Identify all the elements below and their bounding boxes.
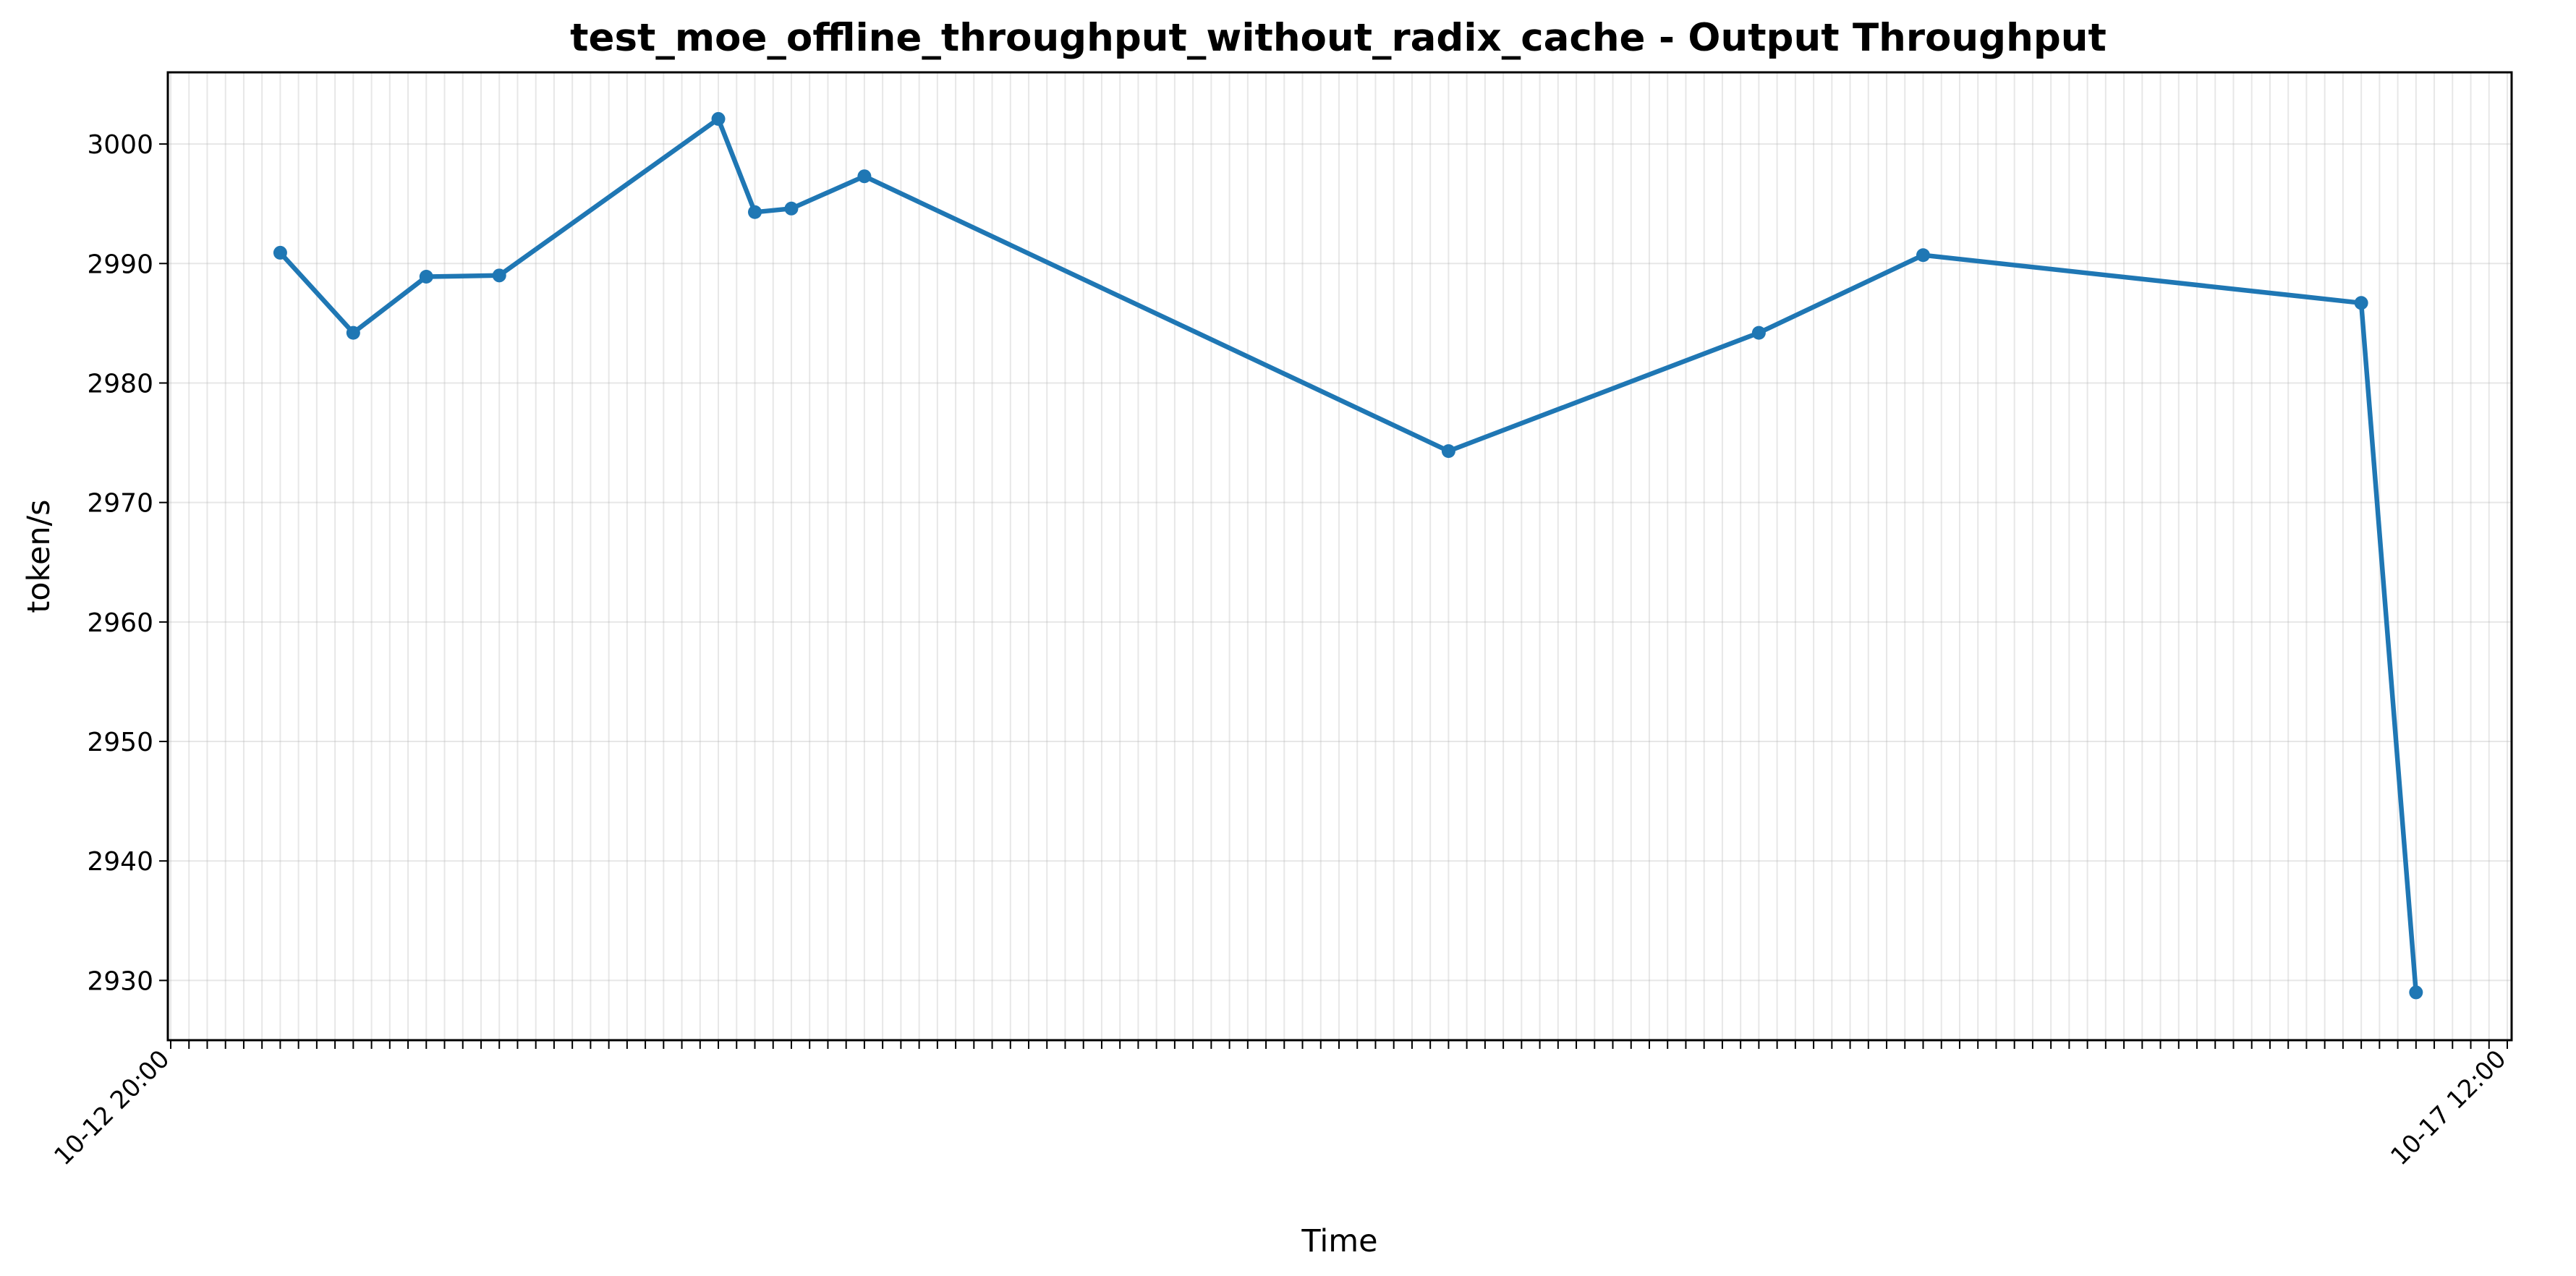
data-point <box>1441 444 1455 459</box>
y-axis-ticks: 2930 2940 2950 2960 2970 2980 2990 3000 <box>87 130 168 996</box>
data-point <box>711 111 726 126</box>
data-point <box>784 201 799 216</box>
chart-title: test_moe_offline_throughput_without_radi… <box>570 16 2107 60</box>
y-tick-label: 2990 <box>87 250 153 279</box>
data-point <box>2354 296 2368 310</box>
data-point <box>346 326 360 340</box>
data-point <box>492 268 506 283</box>
data-point <box>857 169 872 184</box>
y-tick-label: 2960 <box>87 608 153 638</box>
data-point <box>273 245 287 260</box>
data-point <box>419 269 433 284</box>
data-point <box>1916 248 1930 263</box>
plot-frame <box>166 71 2513 1042</box>
y-tick-label: 2950 <box>87 728 153 757</box>
y-tick-label: 2930 <box>87 966 153 996</box>
y-tick-label: 2980 <box>87 369 153 399</box>
x-axis-label: Time <box>1301 1223 1377 1259</box>
data-point <box>1751 326 1766 340</box>
series-points <box>273 111 2423 1000</box>
x-axis-ticks: 10-12 20:00 10-17 12:00 <box>48 1040 2512 1171</box>
y-tick-label: 2970 <box>87 489 153 519</box>
y-axis-label: token/s <box>21 499 57 613</box>
grid <box>168 72 2512 1040</box>
y-tick-label: 2940 <box>87 847 153 877</box>
data-point <box>2409 985 2423 1000</box>
x-tick-label: 10-17 12:00 <box>2385 1045 2512 1171</box>
y-tick-label: 3000 <box>87 130 153 160</box>
x-tick-label: 10-12 20:00 <box>48 1045 175 1171</box>
data-point <box>748 205 762 219</box>
